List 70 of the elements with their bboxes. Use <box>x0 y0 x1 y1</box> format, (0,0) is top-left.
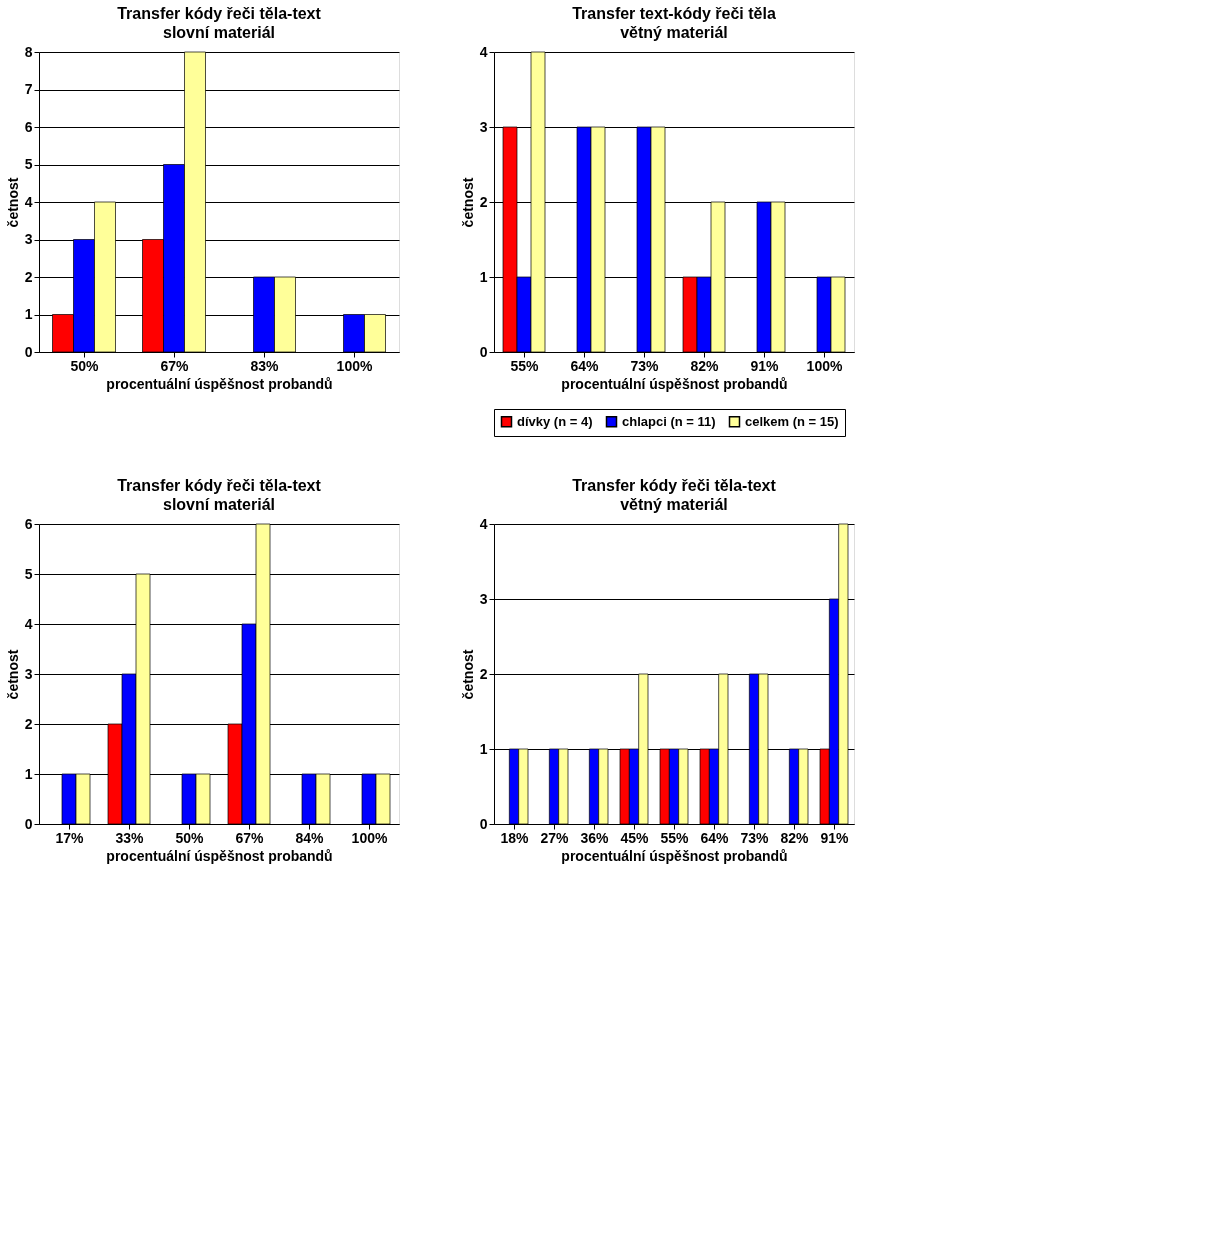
x-tick-label: 55% <box>510 357 540 374</box>
x-tick-label: 18% <box>500 829 530 846</box>
y-tick-label: 0 <box>24 343 33 360</box>
x-tick-label: 64% <box>570 357 600 374</box>
chart-subtitle: větný materiál <box>620 496 728 513</box>
x-tick-label: 100% <box>806 357 843 374</box>
chart-title: Transfer text-kódy řeči těla <box>572 5 776 22</box>
y-tick-label: 0 <box>479 343 488 360</box>
y-tick-label: 4 <box>479 515 488 532</box>
y-tick-label: 2 <box>479 665 488 682</box>
x-tick-label: 84% <box>295 829 325 846</box>
x-tick-label: 50% <box>175 829 205 846</box>
x-tick-label: 50% <box>70 357 100 374</box>
x-tick-label: 64% <box>700 829 730 846</box>
x-tick-label: 45% <box>620 829 650 846</box>
legend-label: celkem (n = 15) <box>745 413 839 429</box>
legend-label: dívky (n = 4) <box>517 413 593 429</box>
x-tick-label: 55% <box>660 829 690 846</box>
chart-title: Transfer kódy řeči těla-text <box>117 477 322 494</box>
x-tick-label: 100% <box>336 357 373 374</box>
x-tick-label: 73% <box>740 829 770 846</box>
y-axis-title: četnost <box>4 177 21 228</box>
y-tick-label: 2 <box>479 193 488 210</box>
y-tick-label: 2 <box>24 268 33 285</box>
chart-subtitle: větný materiál <box>620 24 728 41</box>
x-tick-label: 67% <box>235 829 265 846</box>
y-axis-title: četnost <box>459 649 476 700</box>
y-tick-label: 7 <box>24 81 33 97</box>
y-tick-label: 4 <box>479 43 488 60</box>
legend-label: chlapci (n = 11) <box>622 413 716 429</box>
x-axis-title: procentuální úspěšnost probandů <box>106 375 333 392</box>
y-tick-label: 8 <box>24 43 33 60</box>
chart-subtitle: slovní materiál <box>162 24 276 41</box>
x-tick-label: 100% <box>351 829 388 846</box>
x-tick-label: 17% <box>55 829 85 846</box>
y-tick-label: 3 <box>479 118 488 135</box>
x-tick-label: 36% <box>580 829 610 846</box>
x-tick-label: 91% <box>820 829 850 846</box>
x-axis-title: procentuální úspěšnost probandů <box>561 375 788 392</box>
y-tick-label: 3 <box>24 231 33 247</box>
y-tick-label: 3 <box>24 665 33 682</box>
chart-subtitle: slovní materiál <box>162 496 276 513</box>
x-axis-title: procentuální úspěšnost probandů <box>561 847 788 864</box>
y-tick-label: 1 <box>479 740 488 757</box>
chart-title: Transfer kódy řeči těla-text <box>117 5 322 22</box>
x-tick-label: 27% <box>540 829 570 846</box>
x-tick-label: 82% <box>780 829 810 846</box>
x-tick-label: 82% <box>690 357 720 374</box>
y-tick-label: 2 <box>24 715 33 732</box>
y-tick-label: 5 <box>24 156 33 172</box>
y-tick-label: 3 <box>479 590 488 607</box>
y-tick-label: 6 <box>24 118 33 135</box>
y-axis-title: četnost <box>4 649 21 700</box>
y-tick-label: 5 <box>24 565 33 582</box>
y-tick-label: 4 <box>24 193 33 210</box>
x-tick-label: 83% <box>250 357 280 374</box>
x-tick-label: 73% <box>630 357 660 374</box>
x-axis-title: procentuální úspěšnost probandů <box>106 847 333 864</box>
y-tick-label: 0 <box>24 815 33 832</box>
y-tick-label: 1 <box>24 306 33 322</box>
y-tick-label: 1 <box>479 268 488 285</box>
y-tick-label: 1 <box>24 765 33 782</box>
y-axis-title: četnost <box>459 177 476 228</box>
y-tick-label: 6 <box>24 515 33 532</box>
x-tick-label: 33% <box>115 829 145 846</box>
y-tick-label: 4 <box>24 615 33 632</box>
y-tick-label: 0 <box>479 815 488 832</box>
chart-title: Transfer kódy řeči těla-text <box>572 477 777 494</box>
x-tick-label: 67% <box>160 357 190 374</box>
x-tick-label: 91% <box>750 357 780 374</box>
